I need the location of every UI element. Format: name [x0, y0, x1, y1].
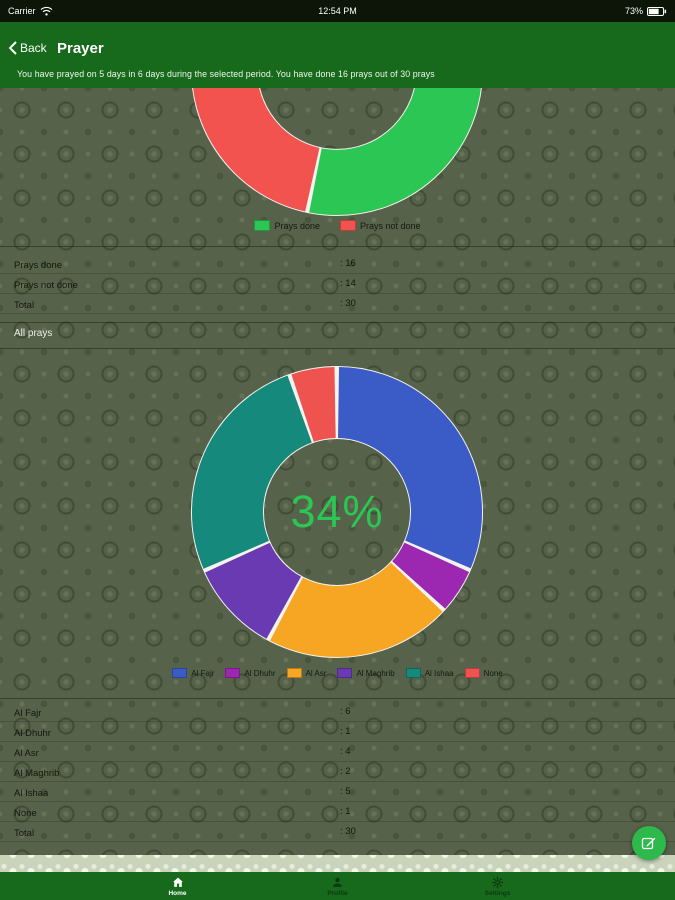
donut-segment-prays-done: [191, 88, 483, 216]
table-row: Al Dhuhr : 1: [0, 722, 675, 742]
home-icon: [172, 877, 183, 887]
chevron-left-icon: [9, 41, 17, 55]
row-value: : 30: [340, 826, 356, 837]
row-value: : 30: [340, 298, 356, 309]
row-label: Prays done: [14, 260, 63, 271]
compose-button[interactable]: [632, 826, 666, 860]
donut-segment-al-ishaa: [191, 366, 483, 658]
legend-item: Al Asr: [286, 668, 327, 678]
table-row: Al Maghrib : 2: [0, 762, 675, 782]
tab-label: Settings: [484, 889, 511, 897]
row-label: Al Dhuhr: [14, 728, 51, 739]
legend-swatch-al-fajr: [172, 668, 188, 678]
legend-swatch-al-maghrib: [337, 668, 353, 678]
tab-label: Profile: [327, 889, 348, 897]
all-prays-donut-chart: [190, 365, 484, 659]
table-row: Al Asr : 4: [0, 742, 675, 762]
summary-donut-chart: [190, 88, 484, 217]
legend-item: Al Fajr: [172, 668, 214, 678]
battery-icon: [647, 6, 667, 16]
legend-label: Al Maghrib: [356, 668, 395, 678]
legend-label: Al Fajr: [191, 668, 215, 678]
row-label: Total: [14, 300, 35, 311]
navigation-bar: Back Prayer You have prayed on 5 days in…: [0, 22, 675, 88]
row-value: : 1: [340, 806, 351, 817]
legend-label: Al Asr: [305, 668, 327, 678]
content-area: Prays done Prays not done Prays done : 1…: [0, 88, 675, 855]
back-label: Back: [20, 41, 47, 55]
back-button[interactable]: Back: [9, 41, 47, 55]
legend-item: Prays done: [254, 220, 320, 231]
table-row: None : 1: [0, 802, 675, 822]
row-label: Total: [14, 828, 35, 839]
battery-percent: 73%: [624, 6, 643, 16]
row-value: : 5: [340, 786, 351, 797]
wifi-icon: [40, 6, 52, 16]
row-value: : 16: [340, 258, 356, 269]
row-label: Al Asr: [14, 748, 39, 759]
table-row: Al Ishaa : 5: [0, 782, 675, 802]
clock: 12:54 PM: [318, 6, 357, 16]
row-label: None: [14, 808, 37, 819]
legend-swatch-prays-done: [254, 220, 271, 231]
table-row: Al Fajr : 6: [0, 702, 675, 722]
legend-label: Prays not done: [359, 220, 421, 231]
table-row: Total : 30: [0, 294, 675, 314]
legend-swatch-al-asr: [286, 668, 302, 678]
legend-label: Prays done: [274, 220, 320, 231]
legend-item: Al Ishaa: [405, 668, 454, 678]
divider: [0, 322, 675, 323]
table-row: Prays done : 16: [0, 254, 675, 274]
legend-item: Al Dhuhr: [225, 668, 276, 678]
status-bar: Carrier 12:54 PM 73%: [0, 0, 675, 22]
donut-segment-al-asr: [191, 366, 483, 658]
summary-table: Prays done : 16 Prays not done : 14 Tota…: [0, 254, 675, 314]
tab-home[interactable]: Home: [98, 872, 258, 900]
legend-label: Al Ishaa: [424, 668, 454, 678]
page-title: Prayer: [57, 40, 104, 57]
tab-bar: Home Profile: [0, 872, 675, 900]
legend-swatch-none: [464, 668, 480, 678]
legend-label: None: [483, 668, 503, 678]
divider: [0, 698, 675, 699]
tab-settings[interactable]: Settings: [418, 872, 578, 900]
divider: [0, 348, 675, 349]
all-prays-table: Al Fajr : 6 Al Dhuhr : 1 Al Asr : 4 Al M…: [0, 702, 675, 842]
row-value: : 4: [340, 746, 351, 757]
row-label: Al Fajr: [14, 708, 42, 719]
legend-item: Prays not done: [339, 220, 421, 231]
table-row: Total : 30: [0, 822, 675, 842]
row-label: Prays not done: [14, 280, 78, 291]
summary-legend: Prays done Prays not done: [0, 220, 675, 231]
all-prays-legend: Al Fajr Al Dhuhr Al Asr Al Maghrib Al Is…: [0, 668, 675, 678]
row-value: : 14: [340, 278, 356, 289]
legend-item: None: [464, 668, 503, 678]
donut-center-percentage: 34%: [290, 486, 384, 537]
donut-segment-al-fajr: [191, 366, 483, 658]
settings-icon: [491, 876, 504, 888]
pattern-border: [0, 855, 675, 872]
carrier-label: Carrier: [8, 6, 36, 16]
compose-icon: [641, 837, 656, 850]
row-value: : 1: [340, 726, 351, 737]
legend-item: Al Maghrib: [337, 668, 395, 678]
legend-swatch-al-dhuhr: [225, 668, 241, 678]
legend-label: Al Dhuhr: [244, 668, 276, 678]
row-value: : 2: [340, 766, 351, 777]
table-row: Prays not done : 14: [0, 274, 675, 294]
profile-icon: [333, 877, 342, 887]
all-prays-label: All prays: [14, 328, 53, 339]
row-value: : 6: [340, 706, 351, 717]
tab-label: Home: [168, 889, 187, 897]
divider: [0, 246, 675, 247]
row-label: Al Maghrib: [14, 768, 60, 779]
summary-subtitle: You have prayed on 5 days in 6 days duri…: [17, 69, 435, 79]
tab-profile[interactable]: Profile: [258, 872, 418, 900]
legend-swatch-prays-not-done: [339, 220, 356, 231]
row-label: Al Ishaa: [14, 788, 49, 799]
legend-swatch-al-ishaa: [405, 668, 421, 678]
